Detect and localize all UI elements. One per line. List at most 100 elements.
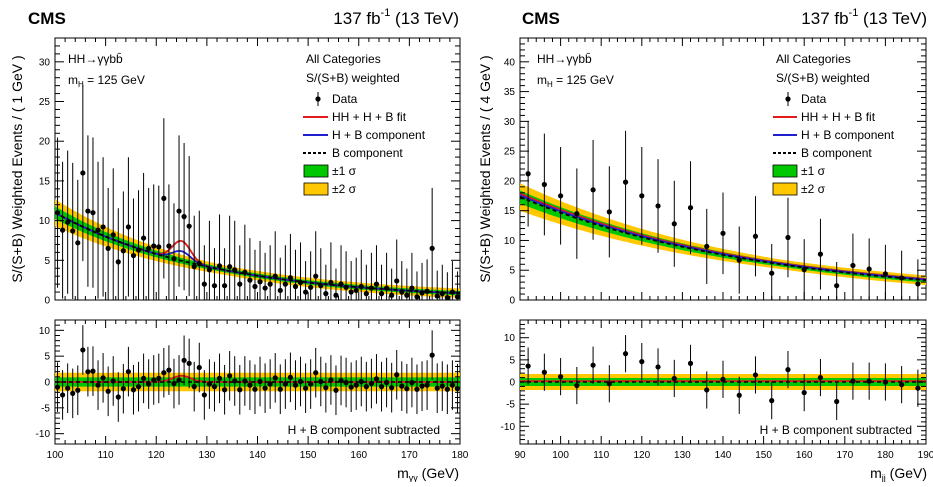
left-ratio-point — [221, 387, 228, 393]
left-ratio-point — [216, 375, 223, 381]
left-ratio-point — [262, 385, 268, 391]
left-data-point — [140, 235, 147, 241]
legend-1sigma-label: ±1 σ — [332, 164, 357, 178]
left-data-point — [115, 259, 121, 265]
right-ratio-point — [720, 376, 726, 382]
right-y-tick-label: 5 — [509, 355, 515, 366]
left-process-label: HH→γγbb̄ — [68, 52, 123, 66]
right-data-point — [558, 193, 564, 199]
left-ratio-point — [277, 386, 283, 392]
right-y-tick-label: 10 — [504, 236, 516, 247]
right-lumi-label: 137 fb-1 (13 TeV) — [801, 7, 927, 28]
right-x-tick-label: 150 — [755, 450, 772, 461]
right-ratio-plot: 90 100 110 120 130 140 150 160 170 180 190 -10 -5 0 5 1… — [501, 319, 933, 461]
left-data-point — [383, 285, 390, 291]
left-data-point — [333, 292, 339, 298]
left-data-point — [378, 291, 385, 297]
legend-1sigma-swatch-icon — [303, 164, 329, 178]
left-data-point — [130, 252, 137, 259]
right-ratio-point — [752, 372, 759, 378]
left-ratio-point — [302, 385, 309, 391]
legend-2sigma-swatch-icon — [772, 182, 798, 196]
left-y-tick-label: -10 — [36, 429, 51, 440]
right-data-point — [785, 234, 791, 241]
legend-2sigma-label: ±2 σ — [332, 182, 357, 196]
right-data-point — [769, 270, 775, 276]
left-data-point — [85, 208, 91, 214]
right-data-point — [801, 267, 807, 273]
right-ratio-point — [671, 375, 677, 382]
right-data-point — [704, 243, 710, 250]
left-ratio-point — [100, 375, 106, 381]
right-y-tick-label: 0 — [509, 378, 515, 389]
left-b-curve — [54, 211, 460, 295]
left-legend: Data HH + H + B fit H + B component B co… — [303, 92, 426, 196]
right-data-point — [915, 281, 921, 287]
left-ratio-point — [237, 387, 243, 393]
left-data-point — [80, 170, 86, 176]
right-data-point — [720, 230, 726, 236]
left-ratio-point — [176, 377, 182, 383]
left-data-point — [227, 264, 233, 270]
left-ratio-point — [95, 382, 101, 388]
left-y-tick-label: 10 — [39, 216, 51, 227]
right-data-point — [606, 209, 612, 215]
left-ratio-point — [227, 373, 233, 379]
left-data-point — [156, 244, 162, 250]
left-data-point — [146, 245, 152, 251]
left-ratio-point — [333, 387, 339, 393]
left-data-point — [287, 275, 294, 281]
right-y-tick-label: -10 — [501, 422, 516, 433]
right-y-tick-label: -5 — [506, 400, 515, 411]
right-xlabel: mjj (GeV) — [870, 465, 927, 482]
left-data-point — [439, 291, 445, 297]
right-data-point — [752, 233, 759, 239]
left-ratio-point — [414, 386, 420, 392]
right-ratio-point — [769, 398, 775, 404]
left-ratio-point — [201, 392, 207, 398]
legend-2sigma-label: ±2 σ — [801, 182, 826, 196]
right-weight-label: S/(S+B) weighted — [776, 71, 870, 85]
left-ratio-point — [242, 378, 248, 384]
legend-fit-label: HH + H + B fit — [801, 110, 876, 124]
left-ratio-point — [161, 370, 167, 376]
left-lumi-label: 137 fb-1 (13 TeV) — [333, 7, 459, 28]
left-ratio-point — [389, 385, 395, 391]
left-y-tick-label: -5 — [41, 403, 50, 414]
right-y-tick-label: 5 — [509, 266, 515, 277]
legend-b-label: B component — [801, 146, 872, 160]
left-data-point — [429, 245, 435, 251]
left-data-point — [75, 240, 81, 246]
left-data-point — [272, 273, 278, 279]
left-ratio-point — [439, 383, 445, 389]
left-data-point — [308, 284, 314, 290]
left-ratio-point — [151, 377, 157, 383]
left-data-point — [110, 232, 116, 238]
left-y-tick-label: 15 — [39, 176, 51, 187]
right-mass-label: mH = 125 GeV — [537, 73, 614, 89]
left-data-point — [257, 279, 263, 285]
left-x-tick-label: 140 — [249, 450, 266, 461]
right-data-point — [817, 251, 824, 257]
left-y-tick-label: 0 — [44, 296, 50, 307]
left-ratio-point — [338, 377, 344, 384]
right-ratio-point — [801, 390, 807, 396]
left-ratio-point — [70, 390, 76, 396]
left-ratio-point — [449, 382, 456, 388]
left-ratio-point — [272, 375, 278, 381]
left-data-point — [353, 287, 359, 294]
left-data-point — [151, 243, 157, 249]
right-ratio-point — [704, 387, 710, 393]
left-data-point — [216, 263, 223, 269]
left-ratio-point — [247, 382, 253, 388]
left-data-point — [221, 283, 228, 289]
left-data-point — [65, 219, 71, 225]
left-ratio-point — [166, 367, 172, 373]
left-ratio-point — [80, 347, 86, 353]
left-data-point — [237, 281, 243, 287]
right-data-point — [882, 271, 889, 277]
left-ratio-point — [409, 379, 415, 386]
left-y-tick-label: 0 — [44, 378, 50, 389]
left-x-tick-label: 120 — [148, 450, 165, 461]
